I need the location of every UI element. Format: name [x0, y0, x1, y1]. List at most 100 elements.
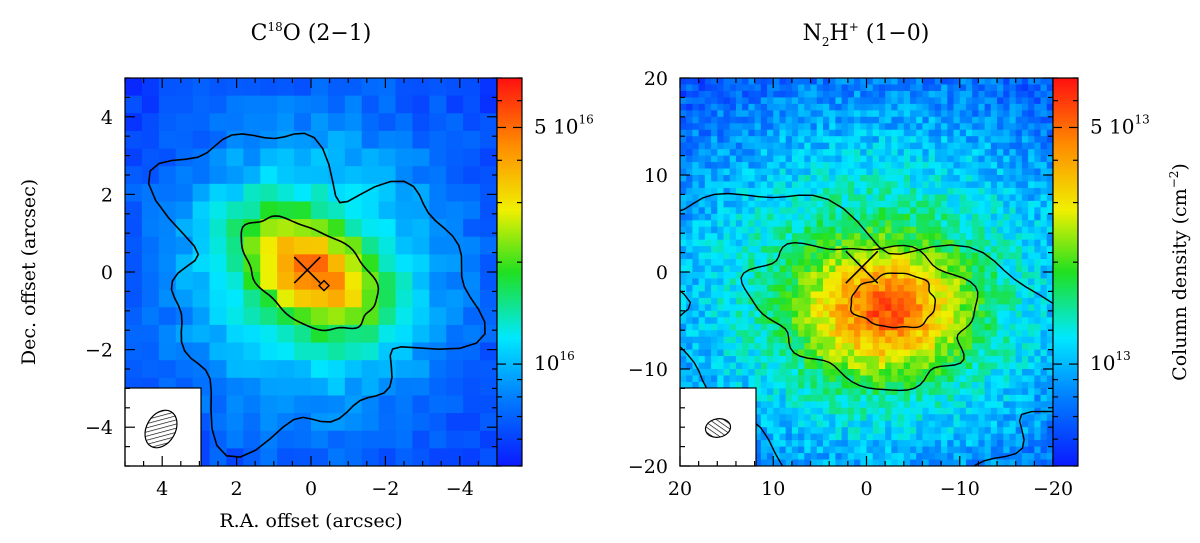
heatmap-cell	[872, 369, 880, 377]
heatmap-cell	[1009, 246, 1017, 254]
heatmap-cell	[277, 342, 295, 361]
heatmap-cell	[798, 129, 805, 137]
heatmap-cell	[990, 220, 998, 228]
heatmap-cell	[934, 369, 942, 377]
heatmap-cell	[754, 440, 762, 448]
heatmap-cell	[990, 304, 998, 312]
heatmap-cell	[822, 110, 830, 118]
heatmap-cell	[959, 310, 967, 318]
heatmap-cell	[798, 297, 805, 305]
heatmap-cell	[798, 394, 805, 402]
heatmap-cell	[822, 129, 830, 137]
heatmap-cell	[903, 272, 911, 280]
colorbar-ticks-n2h	[1053, 77, 1078, 467]
heatmap-cell	[785, 291, 793, 299]
heatmap-cell	[872, 265, 880, 273]
heatmap-cell	[965, 388, 973, 396]
heatmap-cell	[1028, 446, 1035, 454]
heatmap-cell	[735, 330, 743, 338]
heatmap-cell	[692, 123, 700, 131]
heatmap-cell	[754, 78, 762, 86]
heatmap-cell	[294, 448, 312, 466]
heatmap-cell	[704, 110, 712, 118]
heatmap-cell	[779, 414, 787, 422]
heatmap-cell	[1028, 427, 1035, 435]
heatmap-cell	[891, 427, 899, 435]
heatmap-cell	[928, 459, 936, 466]
heatmap-cell	[395, 289, 414, 308]
heatmap-cell	[965, 265, 973, 273]
heatmap-cell	[1040, 213, 1048, 221]
heatmap-cell	[429, 219, 447, 238]
heatmap-cell	[804, 343, 812, 351]
heatmap-cell	[1040, 220, 1048, 228]
heatmap-cell	[928, 213, 936, 221]
heatmap-cell	[972, 194, 979, 202]
heatmap-cell	[835, 142, 843, 150]
heatmap-cell	[916, 97, 924, 105]
heatmap-cell	[1034, 187, 1042, 195]
heatmap-cell	[860, 394, 868, 402]
heatmap-cell	[463, 95, 481, 114]
heatmap-cell	[395, 413, 414, 432]
heatmap-cell	[897, 129, 905, 137]
heatmap-cell	[1028, 381, 1035, 389]
heatmap-cell	[947, 343, 955, 351]
heatmap-cell	[779, 181, 787, 189]
heatmap-cell	[1040, 381, 1048, 389]
heatmap-cell	[953, 343, 961, 351]
heatmap-cell	[412, 272, 430, 291]
heatmap-cell	[735, 239, 743, 247]
heatmap-cell	[922, 336, 930, 344]
heatmap-cell	[885, 349, 892, 357]
heatmap-cell	[729, 142, 737, 150]
heatmap-cell	[903, 388, 911, 396]
heatmap-cell	[480, 219, 497, 238]
heatmap-cell	[891, 265, 899, 273]
heatmap-cell	[841, 420, 849, 428]
markers-n2h	[845, 250, 879, 284]
heatmap-cell	[1028, 116, 1035, 124]
heatmap-cell	[704, 187, 712, 195]
heatmap-cell	[680, 356, 687, 364]
heatmap-cell	[711, 272, 718, 280]
heatmap-cell	[910, 123, 917, 131]
heatmap-cell	[791, 265, 799, 273]
heatmap-cell	[916, 278, 924, 286]
heatmap-cell	[1009, 187, 1017, 195]
heatmap-cell	[959, 401, 967, 409]
y-tick-label: 0	[656, 262, 668, 284]
heatmap-cell	[704, 291, 712, 299]
heatmap-cell	[854, 388, 861, 396]
heatmap-cell	[1021, 110, 1029, 118]
heatmap-cell	[934, 168, 942, 176]
heatmap-cell	[897, 103, 905, 111]
heatmap-cell	[928, 162, 936, 170]
heatmap-cell	[729, 291, 737, 299]
heatmap-cell	[412, 448, 430, 466]
heatmap-cell	[928, 103, 936, 111]
diamond-marker	[318, 279, 331, 292]
heatmap-cell	[978, 349, 986, 357]
heatmap-cell	[891, 123, 899, 131]
heatmap-cell	[816, 317, 824, 325]
heatmap-cell	[1015, 239, 1023, 247]
heatmap-cell	[158, 148, 177, 167]
heatmap-cell	[1040, 323, 1048, 331]
heatmap-cell	[959, 239, 967, 247]
heatmap-cell	[835, 175, 843, 183]
heatmap-cell	[829, 297, 837, 305]
heatmap-cell	[773, 420, 781, 428]
heatmap-cell	[866, 369, 874, 377]
heatmap-cell	[910, 433, 917, 441]
heatmap-cell	[885, 407, 892, 415]
heatmap-cell	[742, 284, 749, 292]
heatmap-cell	[897, 246, 905, 254]
heatmap-cell	[997, 103, 1004, 111]
heatmap-cell	[791, 220, 799, 228]
heatmap-cell	[885, 420, 892, 428]
heatmap-cell	[754, 123, 762, 131]
heatmap-cell	[847, 246, 855, 254]
heatmap-cell	[810, 213, 818, 221]
heatmap-cell	[773, 239, 781, 247]
